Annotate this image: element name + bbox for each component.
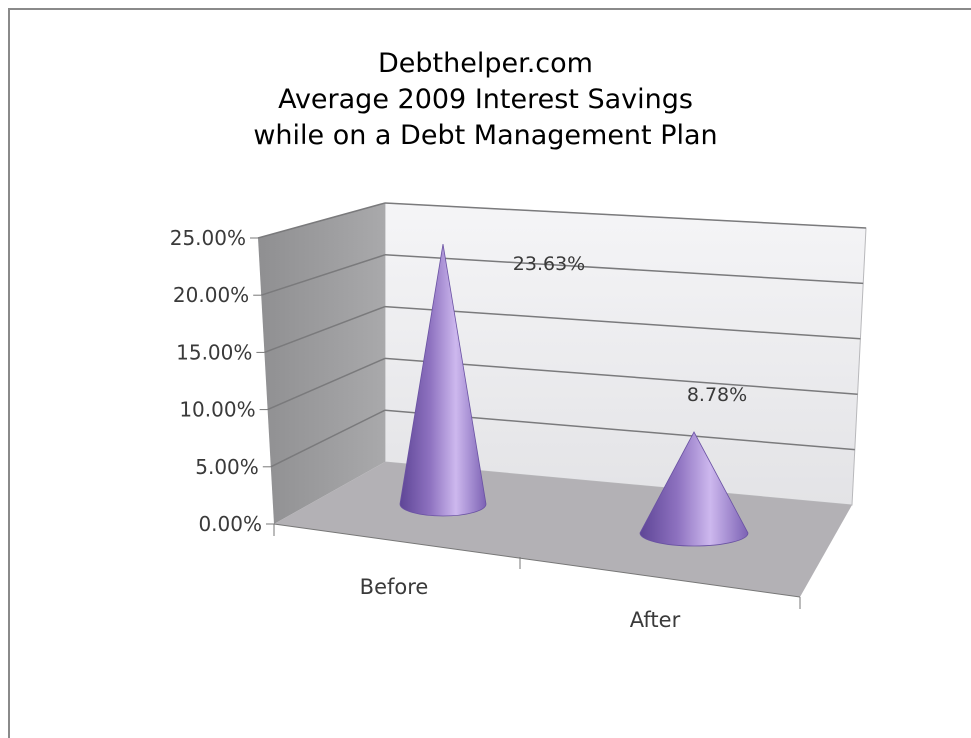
data-label-after: 8.78% [687,384,747,406]
gridline-side [260,254,386,296]
title-line-1: Debthelper.com [378,48,593,79]
title-line-3: while on a Debt Management Plan [253,120,718,151]
category-labels: Before After [360,575,681,632]
gridline-back [384,202,867,229]
cones [399,244,749,547]
gridline-side [257,202,386,239]
y-tick-label: 15.00% [176,340,252,364]
data-labels: 23.63% 8.78% [513,253,747,406]
y-axis [273,523,801,609]
category-label-before: Before [360,575,429,599]
gridline-back [384,357,858,395]
side-wall [258,203,385,524]
chart-title: Debthelper.com Average 2009 Interest Sav… [0,46,971,154]
y-tick-label: 5.00% [195,455,259,479]
y-tick-label: 0.00% [198,512,262,536]
chart-frame [8,8,971,738]
gridline-back [384,254,864,285]
gridline-side [267,357,386,411]
cone-chart: 0.00% 5.00% 10.00% 15.00% 20.00% 25.00% Befor… [170,202,867,632]
gridline-side [264,305,386,354]
data-label-before: 23.63% [513,253,585,275]
y-tick-label: 10.00% [179,398,255,422]
y-tick-label: 20.00% [173,283,249,307]
y-tick-label: 25.00% [170,226,246,250]
cone-before [399,244,487,517]
gridline-side [270,409,386,468]
title-line-2: Average 2009 Interest Savings [278,84,693,115]
category-label-after: After [630,608,681,632]
gridline-back [384,305,861,340]
cone-after [639,431,749,547]
y-tick-labels: 0.00% 5.00% 10.00% 15.00% 20.00% 25.00% [170,226,274,536]
